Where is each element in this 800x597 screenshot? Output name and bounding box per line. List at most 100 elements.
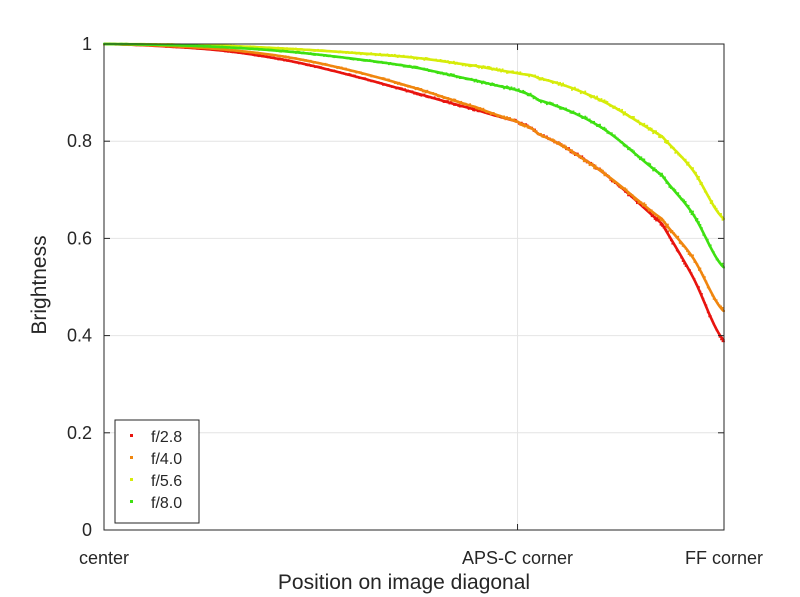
data-point [643, 122, 646, 125]
data-point [343, 51, 346, 54]
data-point [362, 73, 365, 75]
data-point [305, 64, 308, 67]
data-point [187, 45, 190, 48]
data-point [235, 45, 238, 48]
data-point [373, 53, 376, 55]
data-point [503, 70, 505, 73]
data-point [157, 44, 160, 47]
data-point [395, 82, 398, 84]
data-point [430, 92, 433, 95]
data-point [405, 65, 408, 68]
data-point [362, 77, 365, 80]
data-point [587, 119, 590, 121]
data-point [603, 126, 606, 129]
data-point [383, 62, 386, 64]
data-point [525, 123, 528, 126]
data-point [411, 86, 414, 88]
data-point [506, 116, 508, 118]
data-point [538, 100, 541, 102]
data-point [423, 59, 426, 61]
data-point [300, 62, 303, 65]
data-point [544, 78, 547, 81]
data-point [686, 163, 688, 166]
data-point [473, 105, 476, 108]
data-point [525, 92, 528, 94]
data-point [553, 139, 556, 142]
data-point [637, 156, 640, 159]
data-point [429, 92, 432, 95]
data-point [385, 54, 387, 57]
data-point [489, 113, 492, 116]
data-point [269, 53, 272, 56]
data-point [337, 71, 340, 73]
data-point [668, 236, 671, 239]
data-point [454, 63, 457, 65]
data-point [340, 50, 343, 53]
data-point [671, 187, 674, 190]
data-point [488, 66, 491, 68]
data-point [678, 252, 681, 255]
data-point [482, 107, 485, 110]
data-point [585, 93, 588, 96]
data-point [348, 52, 350, 54]
data-point [637, 201, 640, 204]
data-point [649, 209, 652, 212]
data-point [334, 50, 337, 53]
data-point [317, 48, 319, 51]
data-point [618, 184, 621, 187]
data-point [382, 54, 384, 57]
data-point [334, 56, 337, 58]
data-point [668, 143, 671, 146]
data-point [656, 216, 659, 219]
data-point [435, 58, 438, 61]
data-point [383, 53, 386, 56]
data-point [622, 144, 625, 147]
data-point [237, 52, 240, 54]
data-point [593, 120, 595, 123]
data-point [289, 48, 291, 50]
data-point [421, 57, 424, 60]
data-point [411, 90, 414, 93]
data-point [556, 104, 559, 106]
data-point [271, 47, 274, 50]
data-point [383, 77, 386, 80]
data-point [296, 49, 299, 51]
data-point [538, 78, 541, 81]
data-point [718, 213, 721, 215]
data-point [407, 85, 409, 88]
data-point [204, 45, 207, 48]
data-point [624, 111, 626, 114]
data-point [709, 244, 712, 247]
data-point [444, 72, 446, 75]
data-point [303, 63, 306, 65]
data-point [284, 49, 287, 52]
data-point [672, 147, 675, 150]
data-point [473, 109, 476, 112]
data-point [181, 44, 184, 47]
data-point [401, 55, 404, 58]
data-point [379, 77, 381, 80]
data-point [293, 61, 296, 64]
data-point [612, 181, 615, 183]
data-point [323, 49, 325, 52]
data-point [460, 105, 463, 108]
data-point [404, 55, 407, 58]
data-point [297, 51, 300, 53]
data-point [321, 49, 324, 52]
data-point [500, 84, 502, 87]
data-point [575, 113, 578, 116]
data-point [624, 187, 626, 190]
data-point [255, 47, 257, 50]
data-point [444, 97, 446, 100]
data-point [441, 71, 443, 74]
data-point [240, 46, 243, 49]
data-point [698, 221, 700, 223]
data-point [510, 118, 513, 121]
data-point [222, 46, 225, 49]
data-point [455, 100, 458, 103]
data-point [410, 90, 412, 93]
data-point [358, 51, 361, 54]
data-point [156, 44, 159, 46]
data-point [281, 58, 284, 60]
